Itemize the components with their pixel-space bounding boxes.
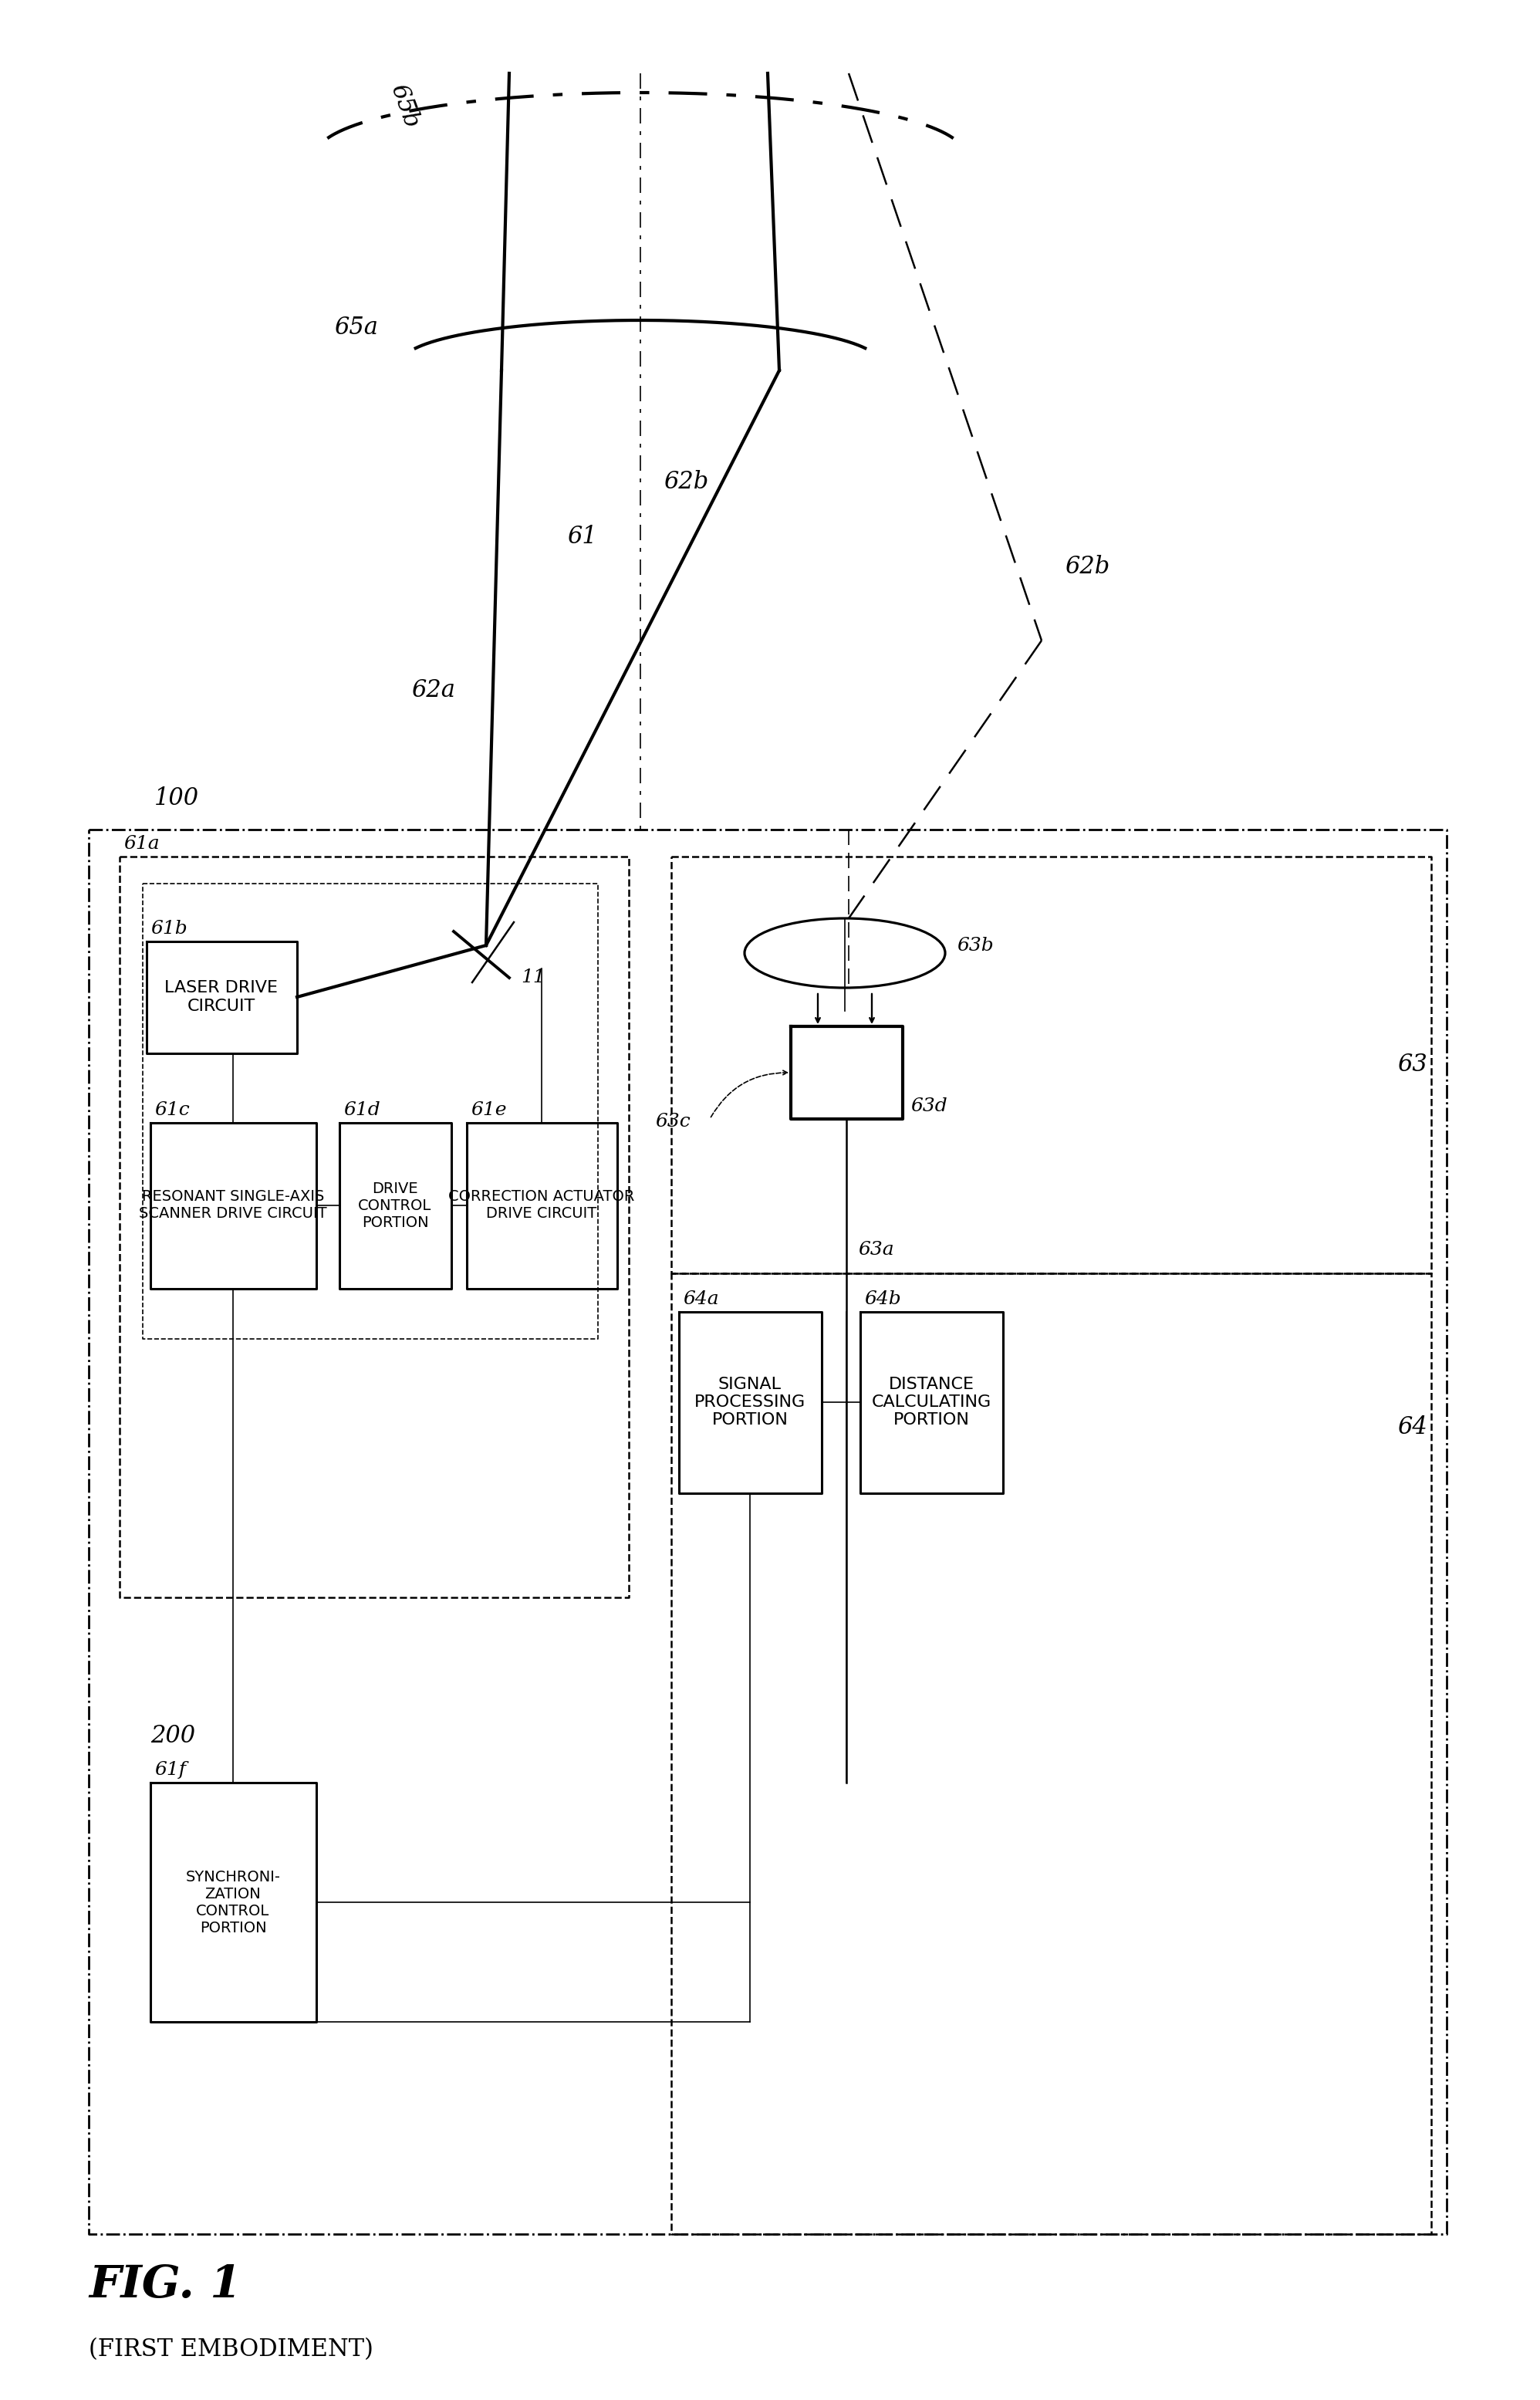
Text: 11: 11 [521, 970, 545, 986]
Text: 63c: 63c [654, 1114, 690, 1130]
Text: 62b: 62b [664, 470, 708, 494]
Text: 62b: 62b [1064, 554, 1110, 578]
Text: 200: 200 [151, 1723, 196, 1747]
Text: 63a: 63a [858, 1241, 893, 1260]
Text: 61d: 61d [343, 1102, 380, 1118]
Text: 63: 63 [1397, 1054, 1428, 1078]
Text: 64b: 64b [864, 1291, 901, 1308]
Text: 64a: 64a [682, 1291, 719, 1308]
Text: LASER DRIVE
CIRCUIT: LASER DRIVE CIRCUIT [165, 979, 279, 1013]
Text: FIG. 1: FIG. 1 [89, 2263, 242, 2306]
Text: 61c: 61c [154, 1102, 189, 1118]
Text: 64: 64 [1397, 1416, 1428, 1440]
Text: 61b: 61b [151, 919, 188, 938]
Text: 61a: 61a [123, 835, 160, 852]
Text: (FIRST EMBODIMENT): (FIRST EMBODIMENT) [89, 2338, 373, 2362]
Text: 65a: 65a [334, 317, 377, 338]
Text: 65b: 65b [387, 82, 424, 132]
Text: 100: 100 [154, 787, 199, 811]
Text: 62a: 62a [411, 679, 456, 703]
Text: 63b: 63b [956, 936, 993, 955]
Text: 61e: 61e [471, 1102, 507, 1118]
Text: 61: 61 [567, 526, 598, 550]
Text: RESONANT SINGLE-AXIS
SCANNER DRIVE CIRCUIT: RESONANT SINGLE-AXIS SCANNER DRIVE CIRCU… [139, 1190, 326, 1222]
Text: 61f: 61f [154, 1762, 186, 1778]
Text: SYNCHRONI-
ZATION
CONTROL
PORTION: SYNCHRONI- ZATION CONTROL PORTION [185, 1870, 280, 1934]
Text: DRIVE
CONTROL
PORTION: DRIVE CONTROL PORTION [359, 1181, 431, 1229]
Text: DISTANCE
CALCULATING
PORTION: DISTANCE CALCULATING PORTION [872, 1378, 992, 1428]
Text: SIGNAL
PROCESSING
PORTION: SIGNAL PROCESSING PORTION [695, 1378, 805, 1428]
Text: CORRECTION ACTUATOR
DRIVE CIRCUIT: CORRECTION ACTUATOR DRIVE CIRCUIT [448, 1190, 634, 1222]
Text: 63d: 63d [910, 1097, 947, 1116]
